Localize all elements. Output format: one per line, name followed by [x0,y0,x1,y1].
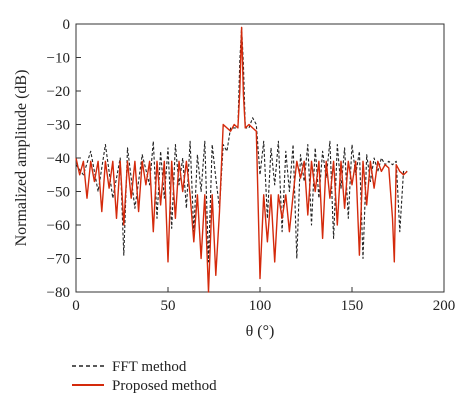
x-tick-label: 100 [249,298,272,314]
y-tick-label: −80 [47,285,70,301]
legend: FFT method Proposed method [72,359,217,394]
y-tick-label: −50 [47,185,70,201]
x-tick-label: 0 [72,298,80,314]
y-tick-label: −60 [47,218,70,234]
x-tick-label: 150 [341,298,364,314]
legend-label: FFT method [112,359,187,375]
y-tick-label: −30 [47,118,70,134]
y-axis-label: Normalized amplitude (dB) [13,70,30,247]
series-line-proposed-method [75,26,408,293]
y-tick-label: −70 [47,252,70,268]
x-axis-label: θ (°) [246,323,275,340]
x-tick-label: 50 [161,298,176,314]
y-tick-label: −10 [47,51,70,67]
series-line-fft-method [75,26,408,263]
legend-label: Proposed method [112,378,217,394]
y-tick-label: 0 [63,17,71,33]
x-tick-label: 200 [433,298,456,314]
y-tick-label: −20 [47,84,70,100]
y-tick-label: −40 [47,151,70,167]
